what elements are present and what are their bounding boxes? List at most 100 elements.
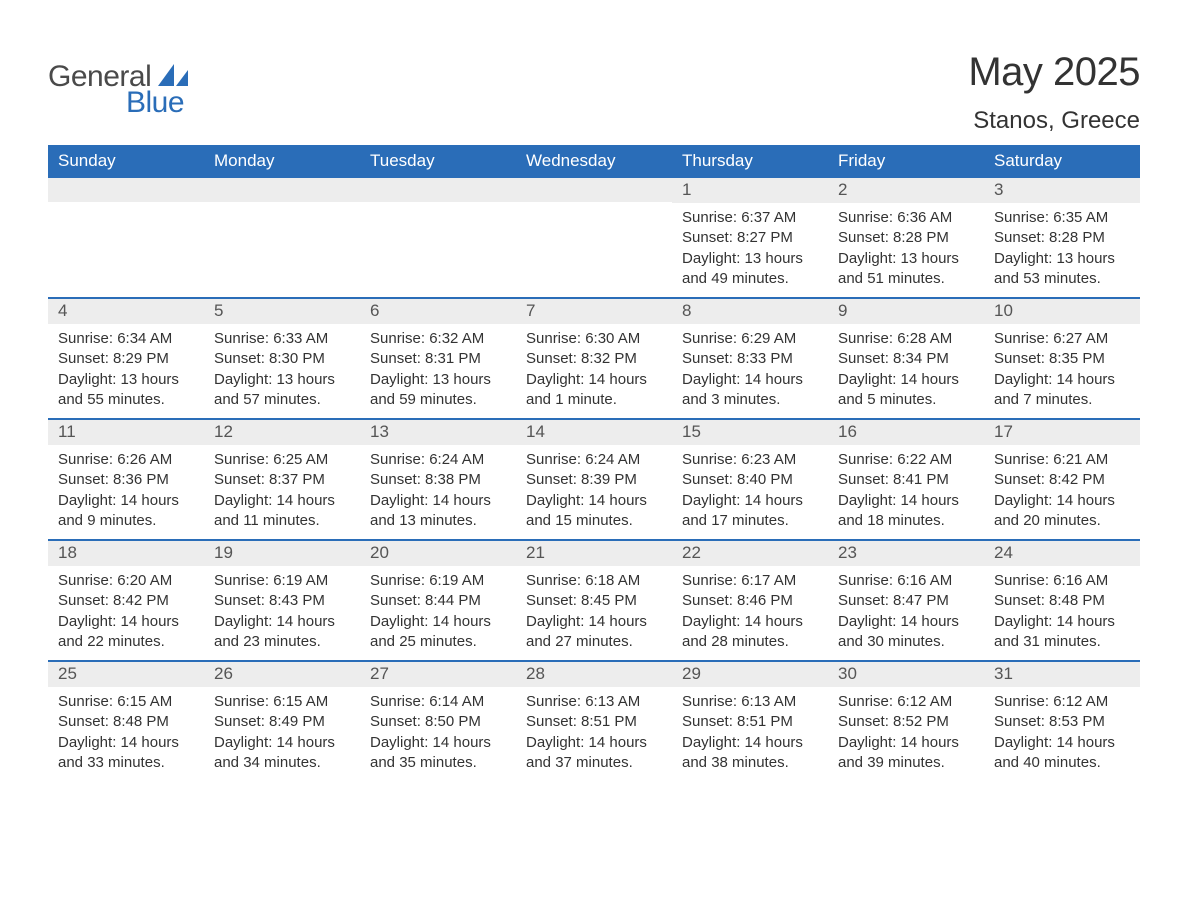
sunrise-text: Sunrise: 6:22 AM — [838, 450, 974, 470]
day-body: Sunrise: 6:15 AMSunset: 8:48 PMDaylight:… — [48, 687, 204, 781]
day-number: 16 — [828, 420, 984, 445]
day-number: 11 — [48, 420, 204, 445]
sunset-text: Sunset: 8:32 PM — [526, 349, 662, 369]
day-number: 19 — [204, 541, 360, 566]
sunset-text: Sunset: 8:42 PM — [994, 470, 1130, 490]
day-cell: 1Sunrise: 6:37 AMSunset: 8:27 PMDaylight… — [672, 178, 828, 297]
sunrise-text: Sunrise: 6:35 AM — [994, 208, 1130, 228]
daylight-text: Daylight: 14 hours and 30 minutes. — [838, 612, 974, 653]
day-number: 9 — [828, 299, 984, 324]
day-body: Sunrise: 6:14 AMSunset: 8:50 PMDaylight:… — [360, 687, 516, 781]
week-row: 4Sunrise: 6:34 AMSunset: 8:29 PMDaylight… — [48, 297, 1140, 418]
week-row: 1Sunrise: 6:37 AMSunset: 8:27 PMDaylight… — [48, 178, 1140, 297]
sunset-text: Sunset: 8:34 PM — [838, 349, 974, 369]
day-body: Sunrise: 6:24 AMSunset: 8:39 PMDaylight:… — [516, 445, 672, 539]
day-number: 20 — [360, 541, 516, 566]
sunset-text: Sunset: 8:41 PM — [838, 470, 974, 490]
sunrise-text: Sunrise: 6:20 AM — [58, 571, 194, 591]
sunset-text: Sunset: 8:30 PM — [214, 349, 350, 369]
day-number: 14 — [516, 420, 672, 445]
week-row: 11Sunrise: 6:26 AMSunset: 8:36 PMDayligh… — [48, 418, 1140, 539]
daylight-text: Daylight: 14 hours and 20 minutes. — [994, 491, 1130, 532]
daylight-text: Daylight: 14 hours and 3 minutes. — [682, 370, 818, 411]
day-body: Sunrise: 6:24 AMSunset: 8:38 PMDaylight:… — [360, 445, 516, 539]
sunset-text: Sunset: 8:42 PM — [58, 591, 194, 611]
sunset-text: Sunset: 8:36 PM — [58, 470, 194, 490]
day-cell: 24Sunrise: 6:16 AMSunset: 8:48 PMDayligh… — [984, 541, 1140, 660]
day-cell — [360, 178, 516, 297]
sunset-text: Sunset: 8:44 PM — [370, 591, 506, 611]
day-number: 13 — [360, 420, 516, 445]
day-number — [48, 178, 204, 202]
day-number: 17 — [984, 420, 1140, 445]
daylight-text: Daylight: 14 hours and 23 minutes. — [214, 612, 350, 653]
daylight-text: Daylight: 14 hours and 15 minutes. — [526, 491, 662, 532]
day-cell: 16Sunrise: 6:22 AMSunset: 8:41 PMDayligh… — [828, 420, 984, 539]
day-body: Sunrise: 6:16 AMSunset: 8:48 PMDaylight:… — [984, 566, 1140, 660]
sunset-text: Sunset: 8:48 PM — [58, 712, 194, 732]
day-body: Sunrise: 6:25 AMSunset: 8:37 PMDaylight:… — [204, 445, 360, 539]
day-cell: 18Sunrise: 6:20 AMSunset: 8:42 PMDayligh… — [48, 541, 204, 660]
day-cell: 10Sunrise: 6:27 AMSunset: 8:35 PMDayligh… — [984, 299, 1140, 418]
day-number: 30 — [828, 662, 984, 687]
sunset-text: Sunset: 8:39 PM — [526, 470, 662, 490]
day-body: Sunrise: 6:23 AMSunset: 8:40 PMDaylight:… — [672, 445, 828, 539]
day-cell: 9 Sunrise: 6:28 AMSunset: 8:34 PMDaylight… — [828, 299, 984, 418]
day-body: Sunrise: 6:27 AMSunset: 8:35 PMDaylight:… — [984, 324, 1140, 418]
day-number: 27 — [360, 662, 516, 687]
sunset-text: Sunset: 8:51 PM — [682, 712, 818, 732]
sunrise-text: Sunrise: 6:37 AM — [682, 208, 818, 228]
weekday-thu: Thursday — [672, 145, 828, 178]
calendar: Sunday Monday Tuesday Wednesday Thursday… — [48, 145, 1140, 781]
day-body: Sunrise: 6:13 AMSunset: 8:51 PMDaylight:… — [672, 687, 828, 781]
sunset-text: Sunset: 8:38 PM — [370, 470, 506, 490]
daylight-text: Daylight: 13 hours and 59 minutes. — [370, 370, 506, 411]
day-cell: 12Sunrise: 6:25 AMSunset: 8:37 PMDayligh… — [204, 420, 360, 539]
sunrise-text: Sunrise: 6:28 AM — [838, 329, 974, 349]
weekday-wed: Wednesday — [516, 145, 672, 178]
sunrise-text: Sunrise: 6:14 AM — [370, 692, 506, 712]
sunrise-text: Sunrise: 6:17 AM — [682, 571, 818, 591]
day-number: 7 — [516, 299, 672, 324]
sunset-text: Sunset: 8:37 PM — [214, 470, 350, 490]
week-row: 25Sunrise: 6:15 AMSunset: 8:48 PMDayligh… — [48, 660, 1140, 781]
sunrise-text: Sunrise: 6:13 AM — [526, 692, 662, 712]
daylight-text: Daylight: 14 hours and 35 minutes. — [370, 733, 506, 774]
day-body: Sunrise: 6:22 AMSunset: 8:41 PMDaylight:… — [828, 445, 984, 539]
daylight-text: Daylight: 14 hours and 25 minutes. — [370, 612, 506, 653]
day-cell: 5Sunrise: 6:33 AMSunset: 8:30 PMDaylight… — [204, 299, 360, 418]
sunrise-text: Sunrise: 6:18 AM — [526, 571, 662, 591]
daylight-text: Daylight: 14 hours and 5 minutes. — [838, 370, 974, 411]
daylight-text: Daylight: 14 hours and 33 minutes. — [58, 733, 194, 774]
sunset-text: Sunset: 8:51 PM — [526, 712, 662, 732]
sunset-text: Sunset: 8:49 PM — [214, 712, 350, 732]
day-number: 2 — [828, 178, 984, 203]
sunrise-text: Sunrise: 6:15 AM — [214, 692, 350, 712]
day-number: 15 — [672, 420, 828, 445]
day-cell: 14Sunrise: 6:24 AMSunset: 8:39 PMDayligh… — [516, 420, 672, 539]
day-number — [516, 178, 672, 202]
sunrise-text: Sunrise: 6:24 AM — [370, 450, 506, 470]
sunrise-text: Sunrise: 6:16 AM — [994, 571, 1130, 591]
sunset-text: Sunset: 8:33 PM — [682, 349, 818, 369]
weekday-mon: Monday — [204, 145, 360, 178]
day-number: 4 — [48, 299, 204, 324]
day-cell: 31Sunrise: 6:12 AMSunset: 8:53 PMDayligh… — [984, 662, 1140, 781]
day-body: Sunrise: 6:37 AMSunset: 8:27 PMDaylight:… — [672, 203, 828, 297]
sunrise-text: Sunrise: 6:19 AM — [370, 571, 506, 591]
daylight-text: Daylight: 14 hours and 17 minutes. — [682, 491, 818, 532]
sunset-text: Sunset: 8:28 PM — [994, 228, 1130, 248]
day-number: 21 — [516, 541, 672, 566]
daylight-text: Daylight: 14 hours and 11 minutes. — [214, 491, 350, 532]
sunrise-text: Sunrise: 6:34 AM — [58, 329, 194, 349]
sunrise-text: Sunrise: 6:19 AM — [214, 571, 350, 591]
daylight-text: Daylight: 14 hours and 7 minutes. — [994, 370, 1130, 411]
sunset-text: Sunset: 8:35 PM — [994, 349, 1130, 369]
day-cell: 25Sunrise: 6:15 AMSunset: 8:48 PMDayligh… — [48, 662, 204, 781]
daylight-text: Daylight: 14 hours and 38 minutes. — [682, 733, 818, 774]
day-body — [48, 202, 204, 272]
day-number: 10 — [984, 299, 1140, 324]
day-number: 6 — [360, 299, 516, 324]
day-cell: 29Sunrise: 6:13 AMSunset: 8:51 PMDayligh… — [672, 662, 828, 781]
sunset-text: Sunset: 8:46 PM — [682, 591, 818, 611]
